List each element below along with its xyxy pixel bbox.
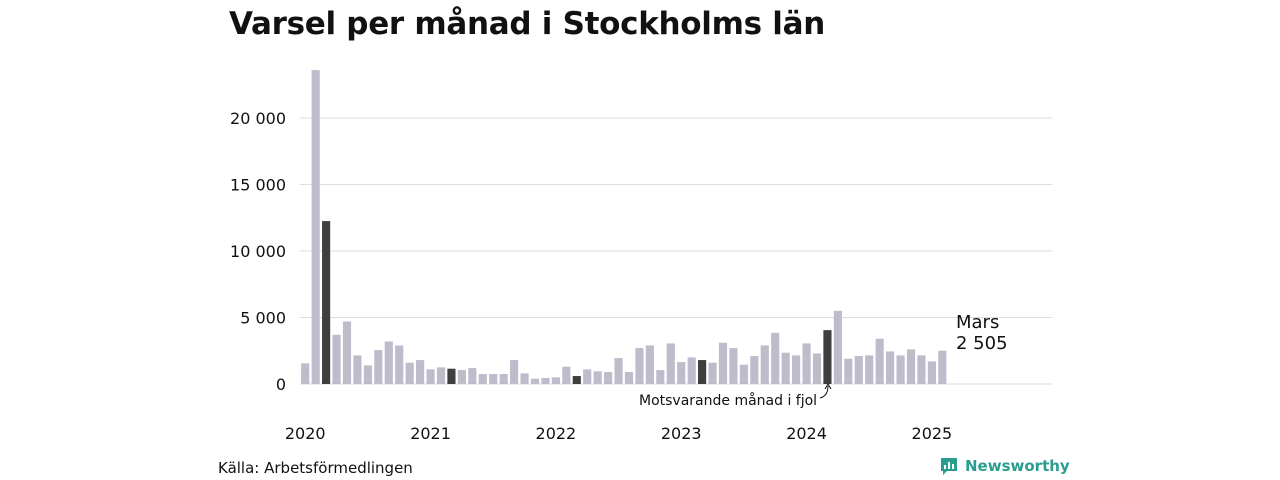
bar <box>342 321 352 384</box>
bar <box>395 345 404 384</box>
y-tick-label: 20 000 <box>230 109 286 128</box>
x-tick-label: 2024 <box>786 424 827 443</box>
brand-name: Newsworthy <box>965 457 1070 475</box>
bar <box>416 360 425 384</box>
bar <box>374 350 383 384</box>
bar <box>687 357 696 384</box>
bar <box>917 355 926 384</box>
bar <box>436 367 446 384</box>
bar <box>833 310 842 384</box>
source-note: Källa: Arbetsförmedlingen <box>218 459 413 477</box>
x-tick-label: 2025 <box>912 424 953 443</box>
bar <box>499 374 508 384</box>
bar <box>854 356 863 384</box>
bar <box>301 363 310 384</box>
current-month-label: Mars <box>956 312 999 333</box>
bar <box>792 355 801 384</box>
bar <box>656 370 665 384</box>
y-tick-label: 0 <box>276 375 286 394</box>
x-tick-label: 2020 <box>285 424 326 443</box>
bar <box>353 355 362 384</box>
bar <box>812 353 822 384</box>
bar <box>718 342 728 384</box>
brand-logo: Newsworthy <box>939 456 1070 476</box>
annotations: Mars 2 505 Motsvarande månad i fjol <box>639 312 1008 409</box>
y-axis: 0 5 000 10 000 15 000 20 000 <box>230 109 286 394</box>
bar <box>510 360 519 384</box>
bar <box>938 350 947 384</box>
bar <box>729 348 738 384</box>
current-value-label: 2 505 <box>956 333 1008 354</box>
bar <box>708 362 717 384</box>
bar <box>447 368 456 384</box>
x-axis: 2020 2021 2022 2023 2024 2025 <box>285 424 952 443</box>
bar <box>635 348 644 384</box>
bar <box>750 356 759 384</box>
x-tick-label: 2022 <box>536 424 577 443</box>
bar <box>645 345 654 384</box>
grid-lines <box>300 117 1052 385</box>
bar <box>886 351 895 384</box>
bar <box>562 366 571 384</box>
annotation-arrow <box>819 385 829 399</box>
y-tick-label: 5 000 <box>240 309 286 328</box>
bar <box>583 369 592 384</box>
bar <box>405 362 414 384</box>
newsworthy-logo-icon <box>941 458 957 475</box>
bar <box>332 334 341 384</box>
bar <box>457 370 466 384</box>
bar <box>802 343 811 384</box>
y-tick-label: 10 000 <box>230 242 286 261</box>
x-tick-label: 2021 <box>410 424 451 443</box>
bar <box>875 338 884 384</box>
bar <box>739 364 748 384</box>
bar <box>468 368 477 384</box>
bar <box>593 371 602 384</box>
bar <box>624 372 634 384</box>
bar <box>844 358 853 384</box>
bar <box>541 378 550 384</box>
bar <box>384 341 393 384</box>
same-month-note: Motsvarande månad i fjol <box>639 392 817 409</box>
bar <box>760 345 769 384</box>
bar <box>551 377 560 384</box>
bar <box>677 362 686 384</box>
x-tick-label: 2023 <box>661 424 702 443</box>
bar <box>520 373 529 384</box>
annotation-arrowhead <box>824 383 832 390</box>
bar <box>363 365 372 384</box>
bar <box>896 355 905 384</box>
bar <box>823 330 832 384</box>
bar <box>311 70 320 385</box>
bar <box>426 369 435 384</box>
bar <box>781 352 790 384</box>
bar <box>614 358 623 384</box>
bar <box>927 361 936 384</box>
bar <box>322 221 331 384</box>
bars <box>301 70 947 385</box>
bar <box>572 376 581 384</box>
bar <box>771 332 780 384</box>
bar <box>906 349 916 384</box>
bar <box>604 372 613 384</box>
bar <box>530 378 540 384</box>
bar <box>489 374 498 384</box>
chart-title: Varsel per månad i Stockholms län <box>229 6 825 42</box>
bar <box>698 360 707 384</box>
bar <box>666 343 675 384</box>
y-tick-label: 15 000 <box>230 176 286 195</box>
bar <box>478 374 487 384</box>
bar <box>865 355 874 384</box>
